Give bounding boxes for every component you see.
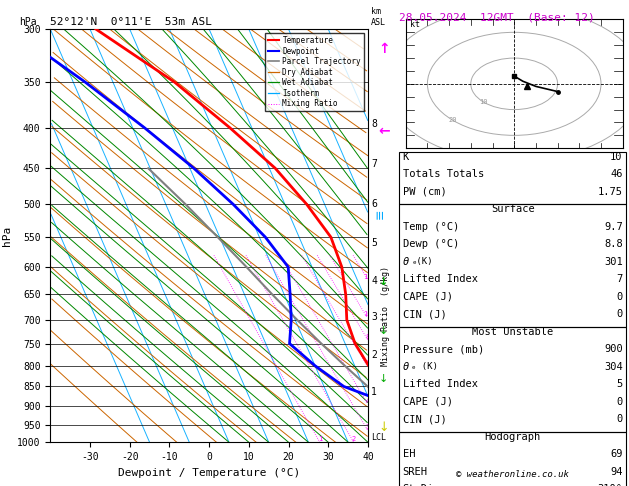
Text: 4: 4 [371, 276, 377, 286]
Text: Most Unstable: Most Unstable [472, 327, 554, 337]
Text: 94: 94 [610, 467, 623, 477]
Text: 900: 900 [604, 344, 623, 354]
Text: 10: 10 [363, 311, 371, 317]
Text: ↑: ↑ [378, 42, 389, 55]
Text: 10: 10 [479, 99, 487, 105]
Text: 304: 304 [604, 362, 623, 372]
Text: 1: 1 [318, 436, 322, 442]
Text: SREH: SREH [403, 467, 428, 477]
Text: PW (cm): PW (cm) [403, 187, 447, 197]
Text: Lifted Index: Lifted Index [403, 274, 477, 284]
Text: 0: 0 [616, 292, 623, 302]
Text: CAPE (J): CAPE (J) [403, 397, 452, 407]
Text: 0: 0 [616, 309, 623, 319]
Text: 7: 7 [371, 159, 377, 170]
Text: Surface: Surface [491, 204, 535, 214]
Text: ≡: ≡ [374, 208, 387, 219]
Text: CIN (J): CIN (J) [403, 309, 447, 319]
Text: 69: 69 [610, 449, 623, 459]
Text: 6: 6 [365, 360, 369, 366]
Text: 301: 301 [604, 257, 623, 267]
Text: 2: 2 [352, 436, 356, 442]
Text: Temp (°C): Temp (°C) [403, 222, 459, 232]
Text: 8: 8 [371, 119, 377, 129]
Text: 3: 3 [371, 312, 377, 322]
Text: kt: kt [410, 20, 420, 29]
Text: 5: 5 [616, 379, 623, 389]
Text: 28.05.2024  12GMT  (Base: 12): 28.05.2024 12GMT (Base: 12) [399, 12, 595, 22]
Text: ↓: ↓ [379, 277, 388, 287]
Y-axis label: hPa: hPa [1, 226, 11, 246]
Text: CIN (J): CIN (J) [403, 414, 447, 424]
Text: 8.8: 8.8 [604, 239, 623, 249]
Text: 1.75: 1.75 [598, 187, 623, 197]
Text: Dewp (°C): Dewp (°C) [403, 239, 459, 249]
Text: 10: 10 [610, 152, 623, 162]
Text: EH: EH [403, 449, 415, 459]
Text: 7: 7 [616, 274, 623, 284]
Text: 8: 8 [365, 333, 370, 340]
Text: ₑ(K): ₑ(K) [411, 257, 433, 266]
Text: km
ASL: km ASL [371, 7, 386, 27]
Text: 6: 6 [371, 199, 377, 209]
Text: Totals Totals: Totals Totals [403, 169, 484, 179]
Text: ←: ← [378, 124, 389, 138]
Text: Pressure (mb): Pressure (mb) [403, 344, 484, 354]
Text: 46: 46 [610, 169, 623, 179]
Text: Hodograph: Hodograph [484, 432, 541, 442]
Text: 0: 0 [616, 414, 623, 424]
Legend: Temperature, Dewpoint, Parcel Trajectory, Dry Adiabat, Wet Adiabat, Isotherm, Mi: Temperature, Dewpoint, Parcel Trajectory… [265, 33, 364, 111]
Text: K: K [403, 152, 409, 162]
Text: 0: 0 [616, 397, 623, 407]
Text: 2: 2 [371, 350, 377, 360]
Text: θ: θ [403, 257, 409, 267]
Text: 3: 3 [365, 424, 370, 431]
Text: ↓: ↓ [379, 374, 388, 384]
X-axis label: Dewpoint / Temperature (°C): Dewpoint / Temperature (°C) [118, 468, 300, 478]
Text: 1: 1 [371, 387, 377, 398]
Text: ↓: ↓ [379, 326, 388, 335]
Text: 15: 15 [364, 274, 372, 279]
Text: 5: 5 [371, 238, 377, 248]
Text: ₑ (K): ₑ (K) [411, 362, 438, 371]
Text: ↓: ↓ [379, 421, 389, 434]
Text: © weatheronline.co.uk: © weatheronline.co.uk [456, 469, 569, 479]
Text: 20: 20 [448, 118, 457, 123]
Text: 9.7: 9.7 [604, 222, 623, 232]
Text: Mixing Ratio  (g/kg): Mixing Ratio (g/kg) [381, 266, 389, 366]
Text: StmDir: StmDir [403, 484, 440, 486]
Text: CAPE (J): CAPE (J) [403, 292, 452, 302]
Text: hPa: hPa [19, 17, 36, 27]
Text: LCL: LCL [371, 433, 386, 442]
Text: 52°12'N  0°11'E  53m ASL: 52°12'N 0°11'E 53m ASL [50, 17, 213, 27]
Text: θ: θ [403, 362, 409, 372]
Text: Lifted Index: Lifted Index [403, 379, 477, 389]
Text: 310°: 310° [598, 484, 623, 486]
Text: 4: 4 [365, 398, 370, 404]
